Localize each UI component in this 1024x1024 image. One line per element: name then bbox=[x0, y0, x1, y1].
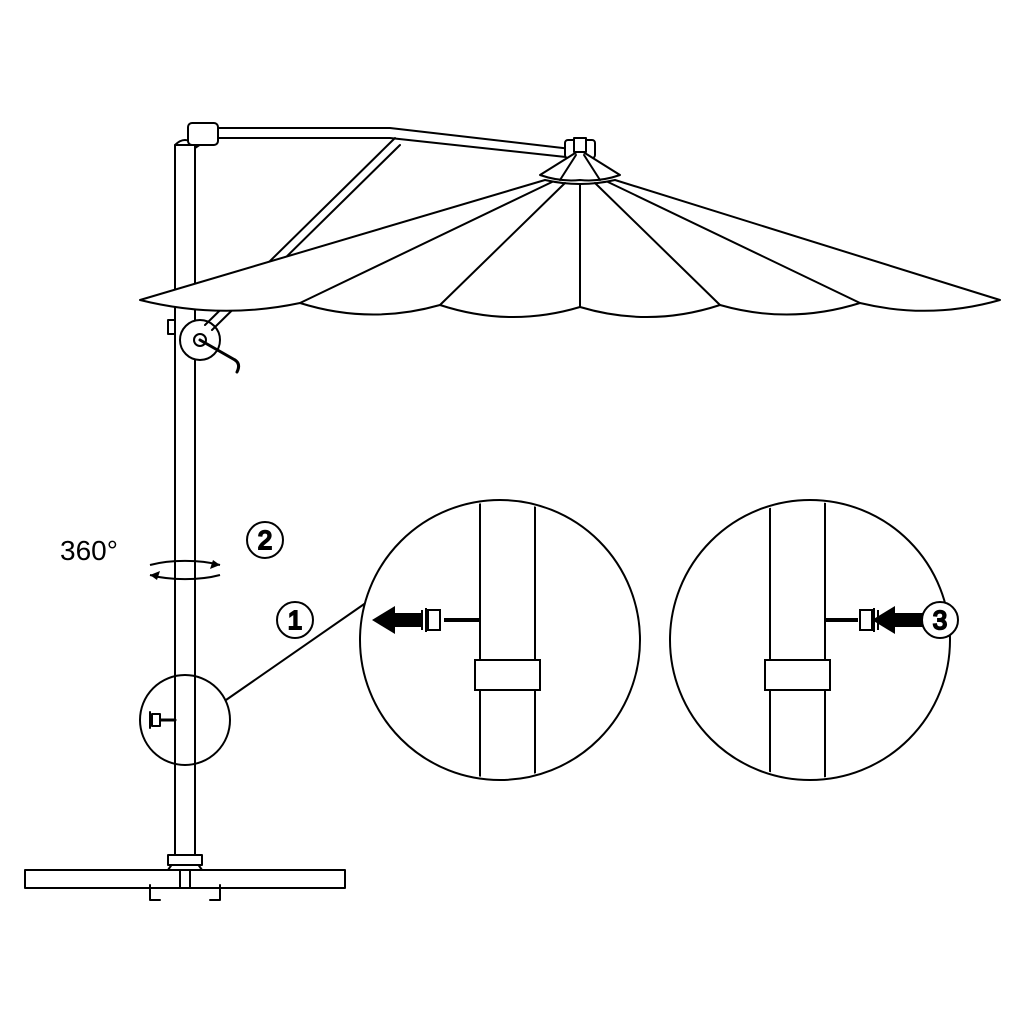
assembly-diagram: 360° bbox=[0, 0, 1024, 1024]
step-2-badge: 2 bbox=[247, 522, 283, 558]
umbrella-base bbox=[25, 855, 345, 900]
step-1-label: 1 bbox=[288, 605, 302, 635]
detail-circle-right bbox=[670, 500, 950, 780]
step-2-label: 2 bbox=[258, 525, 272, 555]
detail-circle-left bbox=[360, 500, 640, 780]
rotation-label: 360° bbox=[60, 535, 118, 566]
pole-lock-knob bbox=[150, 712, 175, 728]
step-3-badge: 3 bbox=[922, 602, 958, 638]
step-1-badge: 1 bbox=[277, 602, 313, 638]
step-3-label: 3 bbox=[933, 605, 947, 635]
